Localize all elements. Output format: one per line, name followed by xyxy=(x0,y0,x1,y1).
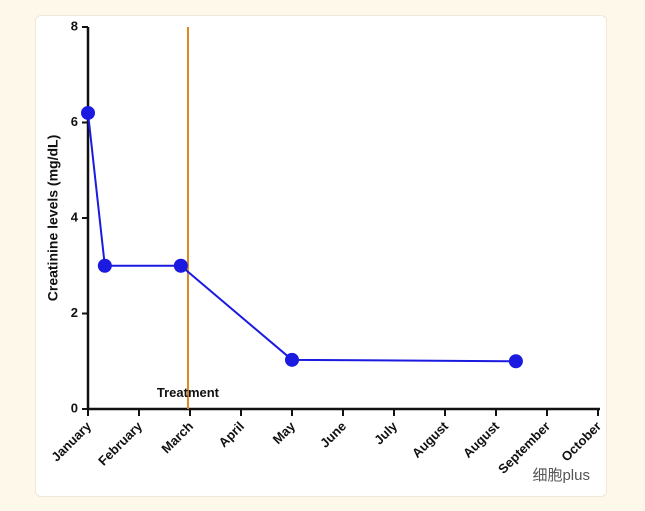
x-tick-label: May xyxy=(270,418,299,447)
data-line xyxy=(87,112,516,363)
y-tick-label: 6 xyxy=(71,114,78,129)
x-tick-label: July xyxy=(371,418,401,448)
x-tick-label: February xyxy=(95,418,145,468)
x-tick-label: March xyxy=(158,418,196,456)
x-tick-label: January xyxy=(48,418,94,464)
data-point xyxy=(508,354,523,369)
data-point xyxy=(173,258,188,273)
y-axis-label: Creatinine levels (mg/dL) xyxy=(45,135,61,301)
y-tick-label: 8 xyxy=(71,18,78,33)
y-tick-label: 4 xyxy=(71,209,79,224)
data-point xyxy=(81,105,95,120)
x-tick-label: June xyxy=(317,419,349,451)
card xyxy=(35,15,607,497)
treatment-label: Treatment xyxy=(157,385,220,400)
y-tick-label: 2 xyxy=(71,305,78,320)
x-tick-label: August xyxy=(460,418,503,461)
watermark: 细胞plus xyxy=(532,467,590,484)
x-tick-label: April xyxy=(216,419,248,451)
data-point xyxy=(97,258,112,273)
x-tick-label: August xyxy=(409,418,452,461)
data-point xyxy=(285,352,299,367)
x-tick-label: October xyxy=(558,419,604,465)
y-tick-label: 0 xyxy=(71,400,78,415)
